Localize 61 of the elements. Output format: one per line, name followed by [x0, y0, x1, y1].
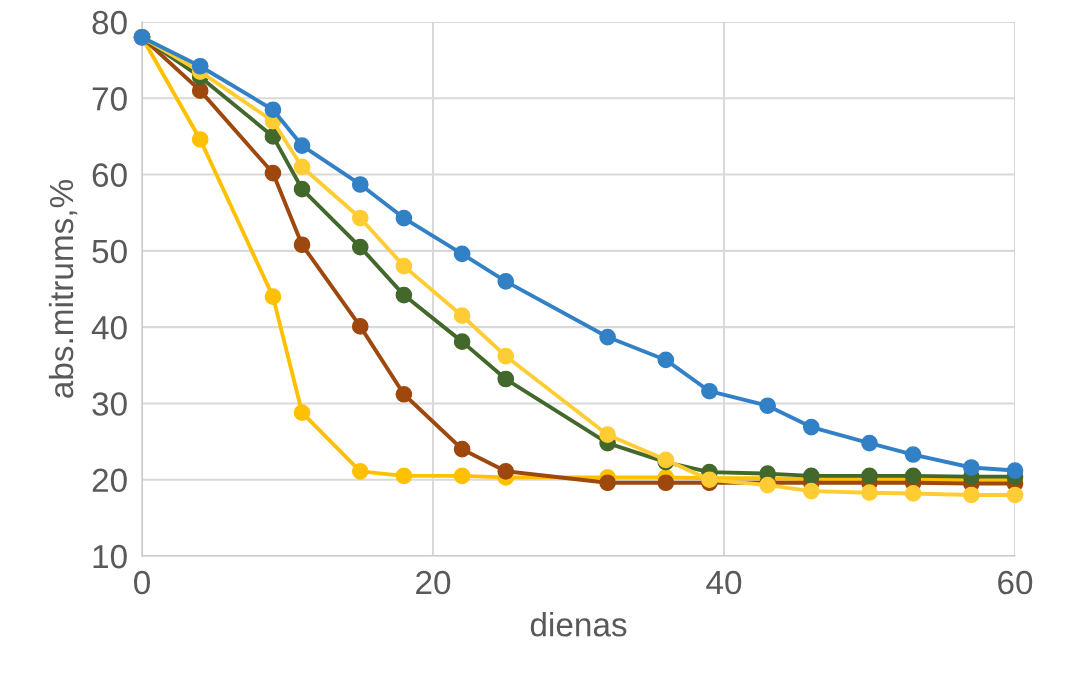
- point: [599, 474, 616, 492]
- y-axis-title: abs.mitrums,%: [48, 179, 78, 398]
- point: [802, 482, 820, 500]
- point: [264, 101, 282, 119]
- point: [191, 131, 209, 148]
- x-tick-label: 20: [416, 570, 451, 595]
- point: [395, 467, 413, 485]
- y-tick-label: 40: [91, 315, 127, 340]
- point: [293, 236, 311, 254]
- point: [293, 180, 311, 198]
- point: [264, 164, 282, 182]
- point: [904, 446, 922, 463]
- y-tick-label: 80: [92, 10, 127, 35]
- point: [191, 82, 209, 99]
- y-tick-label: 60: [92, 163, 127, 187]
- point: [453, 467, 471, 485]
- x-axis-title: dienas: [530, 612, 627, 637]
- point: [395, 257, 413, 275]
- point: [351, 209, 369, 227]
- point: [351, 462, 369, 480]
- point: [759, 397, 776, 415]
- y-tick-label: 30: [92, 392, 127, 416]
- point: [599, 426, 616, 444]
- point: [802, 418, 820, 436]
- point: [453, 333, 471, 350]
- point: [497, 347, 515, 365]
- point: [293, 158, 311, 176]
- point: [293, 404, 311, 421]
- point: [351, 176, 369, 193]
- y-tick-label: 70: [92, 87, 127, 111]
- point: [453, 245, 471, 263]
- x-tick-label: 60: [998, 570, 1033, 595]
- point: [497, 273, 515, 290]
- point: [453, 440, 471, 458]
- point: [395, 286, 413, 304]
- point: [191, 57, 209, 75]
- point: [351, 238, 369, 256]
- point: [497, 462, 515, 480]
- point: [861, 484, 878, 502]
- point: [293, 137, 311, 154]
- y-tick-label: 20: [92, 468, 127, 493]
- point: [395, 209, 413, 227]
- point: [395, 385, 413, 403]
- point: [453, 307, 471, 325]
- point: [904, 485, 922, 502]
- point: [657, 474, 675, 492]
- point: [701, 382, 718, 400]
- point: [963, 486, 980, 504]
- point: [963, 459, 980, 476]
- point: [1006, 486, 1024, 504]
- point: [351, 318, 369, 335]
- y-tick-label: 10: [93, 544, 127, 569]
- point: [264, 288, 282, 305]
- x-tick-label: 40: [706, 570, 742, 595]
- point: [599, 328, 616, 346]
- y-tick-label: 50: [92, 239, 127, 264]
- x-tick-label: 0: [134, 570, 150, 595]
- point: [861, 434, 878, 452]
- point: [657, 351, 675, 369]
- point: [1006, 462, 1024, 479]
- point: [497, 370, 515, 388]
